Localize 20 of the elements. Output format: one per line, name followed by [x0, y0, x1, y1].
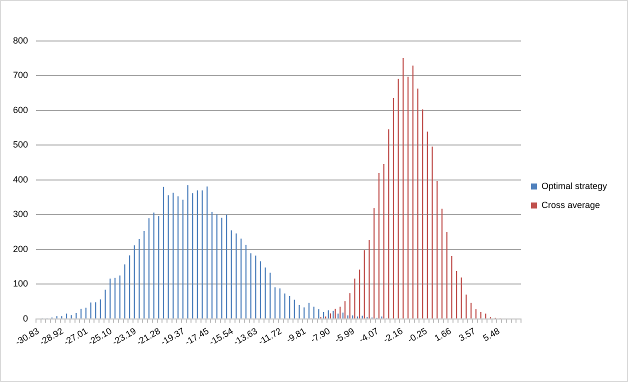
- x-tick-label: -4.07: [357, 326, 380, 345]
- y-tick-label: 800: [12, 35, 28, 46]
- y-tick-label: 200: [12, 244, 28, 254]
- legend-label: Optimal strategy: [541, 180, 608, 191]
- x-tick-label: -2.16: [382, 326, 404, 345]
- y-tick-label: 0: [23, 313, 28, 324]
- y-tick-label: 400: [12, 174, 28, 184]
- y-tick-label: 600: [12, 104, 28, 115]
- x-tick-label: 3.57: [456, 326, 478, 344]
- x-tick-label: -5.99: [333, 326, 356, 345]
- y-tick-label: 500: [12, 140, 28, 150]
- x-tick-label: -7.90: [308, 326, 332, 345]
- x-tick-label: -0.25: [406, 326, 429, 345]
- x-tick-label: -9.81: [284, 326, 308, 345]
- y-tick-label: 100: [12, 278, 28, 289]
- x-tick-label: 1.66: [432, 326, 453, 344]
- legend-label: Cross average: [541, 200, 600, 210]
- y-tick-label: 700: [12, 70, 28, 80]
- y-tick-label: 300: [12, 209, 28, 220]
- x-tick-label: 5.48: [481, 326, 502, 344]
